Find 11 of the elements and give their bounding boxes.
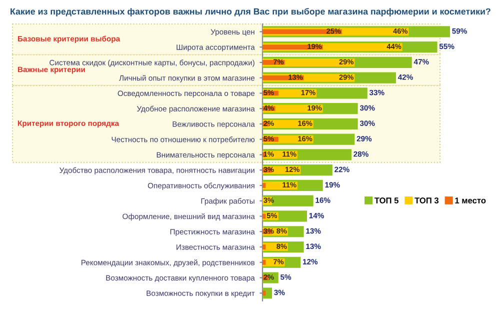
legend-label: 1 место <box>455 198 486 204</box>
legend-label: ТОП 5 <box>374 198 398 204</box>
bar <box>262 290 266 296</box>
bar <box>262 44 323 50</box>
bar <box>262 260 266 265</box>
bar <box>262 183 266 188</box>
bar <box>262 29 342 34</box>
bar <box>262 75 304 80</box>
chart-title: Какие из представленных факторов важны лично для Вас при выборе магазина парфюмерии и косметики? <box>10 8 490 16</box>
bar <box>262 244 266 250</box>
legend-label: ТОП 3 <box>414 198 439 204</box>
